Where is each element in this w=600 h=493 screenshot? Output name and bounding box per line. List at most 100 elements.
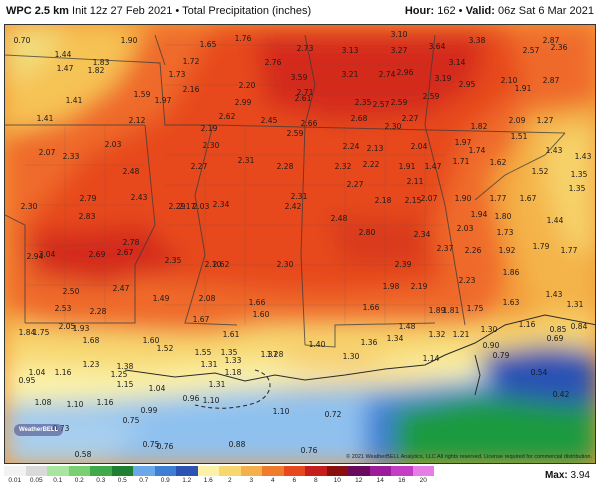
legend-swatch [197,466,219,476]
dashed-contour [194,369,271,409]
precip-value-label: 2.07 [421,194,438,203]
precip-value-label: 1.91 [515,84,532,93]
precip-value-label: 2.31 [291,192,308,201]
precip-value-label: 1.90 [455,194,472,203]
legend-swatch [326,466,348,476]
valid-label: Valid: [465,5,495,17]
precip-value-label: 2.22 [363,160,380,169]
precip-value-label: 3.21 [342,70,359,79]
precip-value-label: 1.84 [19,328,36,337]
legend-swatch [369,466,391,476]
precip-value-label: 2.26 [465,246,482,255]
precip-value-label: 1.16 [55,368,72,377]
precip-value-label: 1.36 [361,338,378,347]
precip-value-label: 2.34 [213,200,230,209]
precip-value-label: 2.61 [295,94,312,103]
precip-value-label: 1.41 [37,114,54,123]
precip-value-label: 1.61 [223,330,240,339]
precip-value-label: 2.24 [343,142,360,151]
max-value: Max: 3.94 [545,470,590,481]
precip-value-label: 3.38 [469,36,486,45]
precip-value-label: 1.97 [155,96,172,105]
precip-value-label: 0.79 [493,351,510,360]
legend-swatch [68,466,90,476]
precip-value-label: 2.87 [543,36,560,45]
precip-value-label: 2.66 [301,119,318,128]
legend-swatch [133,466,155,476]
precip-value-label: 1.77 [490,194,507,203]
precip-value-label: 1.83 [93,58,110,67]
precip-value-label: 0.99 [141,406,158,415]
precip-value-label: 2.17 [179,202,196,211]
precip-value-label: 2.27 [347,180,364,189]
precip-value-label: 1.37 [261,350,278,359]
precip-value-label: 0.54 [531,368,548,377]
precip-value-label: 2.42 [285,202,302,211]
precip-value-label: 1.52 [532,167,549,176]
precip-legend: 0.01 0.05 0.1 0.2 0.3 0.5 0.7 0.9 1.2 1.6 2 3 4 6 8 10 1… [4,466,434,490]
valid-value: 06z Sat 6 Mar 2021 [497,5,594,17]
precip-value-label: 2.20 [239,81,256,90]
precip-value-label: 1.31 [201,360,218,369]
precip-value-label: 0.69 [547,334,564,343]
precip-value-label: 2.59 [287,129,304,138]
legend-tick-label: 0.2 [74,477,84,484]
legend-tick-label: 0.5 [117,477,127,484]
legend-swatch [47,466,69,476]
model-name: WPC 2.5 km [6,5,69,17]
precip-value-label: 2.71 [297,88,314,97]
precip-value-label: 1.41 [66,96,83,105]
precip-value-label: 2.87 [543,76,560,85]
legend-tick-label: 16 [398,477,406,484]
precip-value-label: 2.35 [165,256,182,265]
legend-swatch [4,466,26,476]
precip-value-label: 1.47 [425,162,442,171]
precip-value-label: 1.43 [546,146,563,155]
precip-value-label: 1.77 [561,246,578,255]
legend-swatch [262,466,284,476]
precip-value-label: 1.40 [309,340,326,349]
legend-swatch [111,466,133,476]
precip-value-label: 2.59 [391,98,408,107]
precip-value-label: 2.11 [407,177,424,186]
precip-value-label: 2.48 [331,214,348,223]
precip-value-label: 1.93 [73,324,90,333]
precip-value-label: 1.97 [455,138,472,147]
precip-value-label: 2.99 [235,98,252,107]
precip-value-label: 1.48 [399,322,416,331]
precip-value-label: 2.68 [351,114,368,123]
precip-value-label: 0.75 [123,416,140,425]
legend-swatch [391,466,413,476]
precip-value-label: 2.76 [265,58,282,67]
precip-value-label: 1.25 [111,370,128,379]
init-time: Init 12z 27 Feb 2021 [72,5,173,17]
precip-value-label: 1.94 [471,210,488,219]
precip-value-label: 2.13 [367,144,384,153]
legend-tick-label: 6 [292,477,297,484]
legend-tick-label: 12 [355,477,363,484]
precip-value-label: 2.36 [551,43,568,52]
precip-value-label: 1.35 [571,170,588,179]
legend-tick-label: 8 [313,477,318,484]
map-header: WPC 2.5 km Init 12z 27 Feb 2021 • Total … [0,0,600,24]
precip-value-label: 1.44 [547,216,564,225]
precip-value-label: 1.73 [497,228,514,237]
precip-value-label: 1.75 [467,304,484,313]
precip-value-label: 3.59 [291,73,308,82]
precip-value-label: 2.95 [459,80,476,89]
precip-value-label: 1.60 [253,310,270,319]
precip-value-label: 1.92 [499,246,516,255]
precip-value-label: 1.31 [209,380,226,389]
precip-value-label: 2.47 [113,284,130,293]
legend-ticks: 0.01 0.05 0.1 0.2 0.3 0.5 0.7 0.9 1.2 1.6 2 3 4 6 8 10 1… [4,477,434,489]
precip-value-label: 0.95 [19,376,36,385]
precip-value-label: 1.10 [273,407,290,416]
precip-value-label: 2.30 [21,202,38,211]
precip-value-label: 3.13 [342,46,359,55]
precip-value-label: 1.32 [429,330,446,339]
precip-value-label: 1.86 [503,268,520,277]
precip-value-label: 1.67 [520,194,537,203]
precip-value-label: 1.23 [83,360,100,369]
precip-value-label: 2.04 [411,142,428,151]
precip-value-label: 1.18 [225,368,242,377]
